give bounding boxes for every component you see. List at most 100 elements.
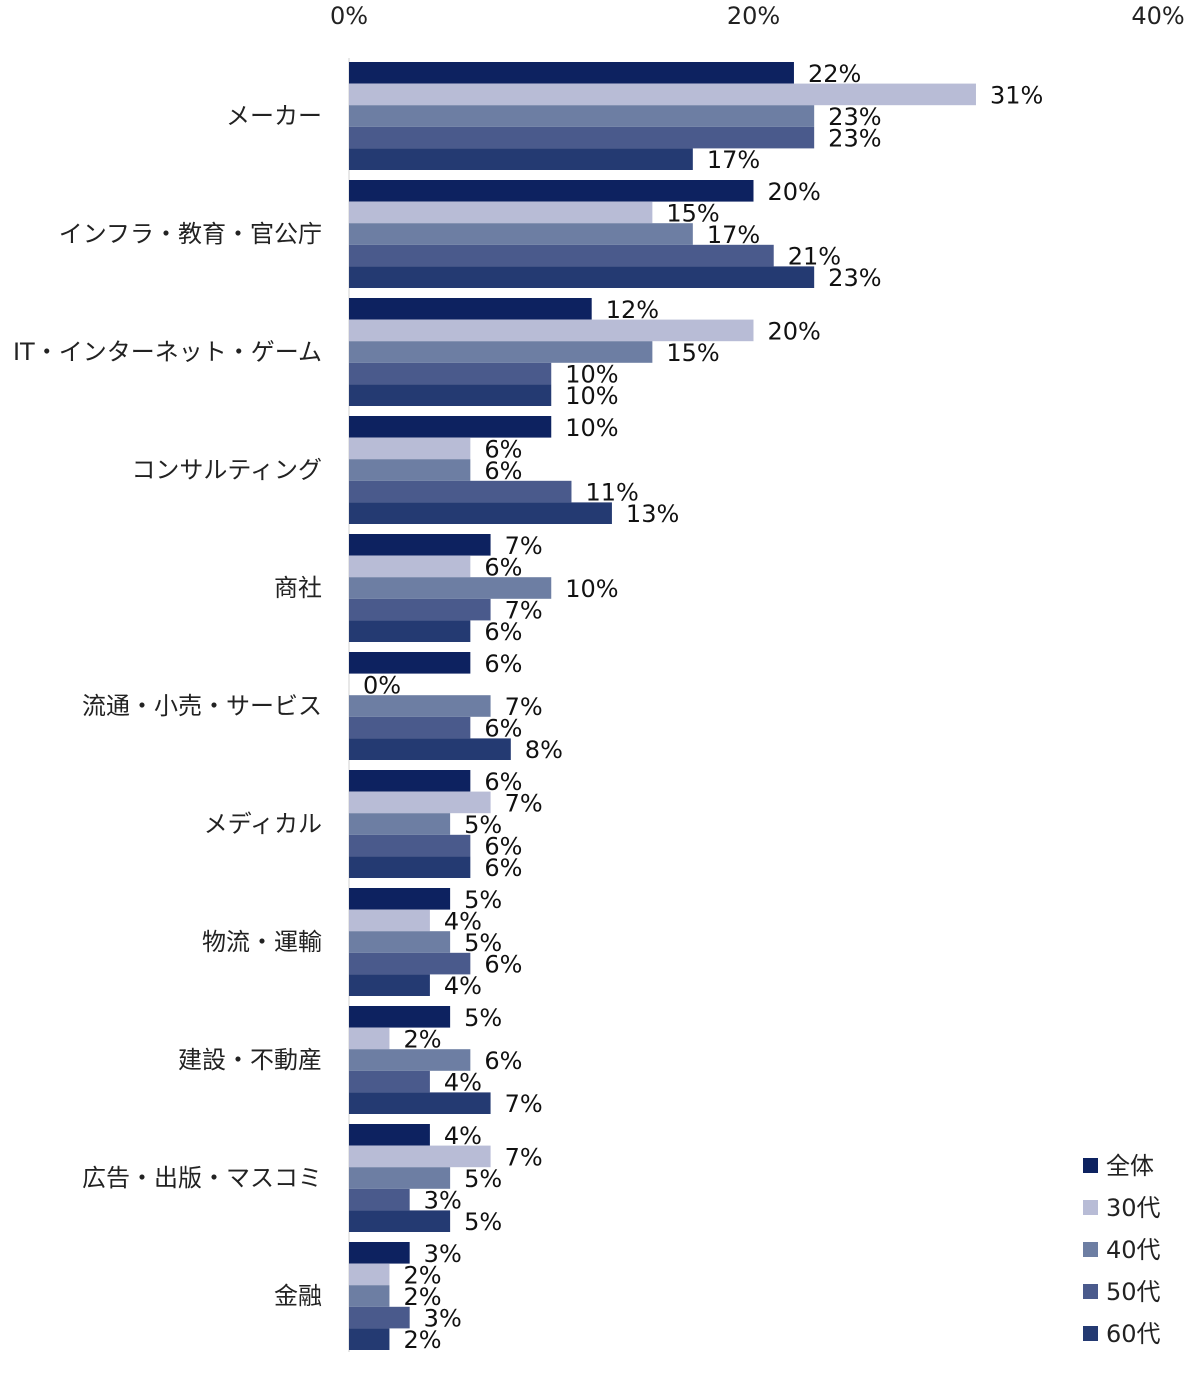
category-label: メーカー <box>226 102 322 130</box>
data-label: 6% <box>484 618 522 646</box>
data-label: 6% <box>484 854 522 882</box>
bar <box>349 1263 390 1286</box>
data-label: 6% <box>484 553 522 581</box>
data-label: 6% <box>484 715 522 743</box>
data-label: 2% <box>403 1283 441 1311</box>
legend-swatch <box>1083 1158 1098 1173</box>
x-tick-label: 20% <box>727 2 780 30</box>
data-label: 0% <box>363 671 401 699</box>
legend: 全体 30代 40代 50代 60代 <box>1083 1152 1161 1348</box>
bar <box>349 1167 451 1189</box>
data-label: 23% <box>828 264 881 292</box>
bar <box>349 502 612 524</box>
data-label: 3% <box>424 1187 462 1215</box>
data-label: 10% <box>565 361 618 389</box>
category-label: 商社 <box>274 574 322 602</box>
bar <box>349 201 653 224</box>
data-label: 7% <box>505 597 543 625</box>
category-label: 流通・小売・サービス <box>82 692 322 720</box>
bar <box>349 362 552 385</box>
data-label: 22% <box>808 60 861 88</box>
data-label: 23% <box>828 125 881 153</box>
data-label: 8% <box>525 736 563 764</box>
legend-swatch <box>1083 1242 1098 1257</box>
data-label: 7% <box>505 789 543 817</box>
bar <box>349 266 815 288</box>
bar <box>349 1070 430 1093</box>
bar <box>349 298 592 320</box>
bar <box>349 577 552 599</box>
data-label: 5% <box>464 1208 502 1236</box>
x-tick-label: 40% <box>1131 2 1184 30</box>
bar <box>349 952 471 975</box>
data-label: 4% <box>444 1122 482 1150</box>
data-label: 5% <box>464 1004 502 1032</box>
data-label: 4% <box>444 907 482 935</box>
bar <box>349 931 451 953</box>
bar <box>349 180 754 202</box>
bar <box>349 62 794 84</box>
bar <box>349 416 552 438</box>
bar <box>349 1027 390 1050</box>
bar <box>349 1285 390 1307</box>
data-label: 6% <box>484 768 522 796</box>
legend-label: 全体 <box>1106 1152 1154 1180</box>
bar <box>349 738 511 760</box>
data-label: 6% <box>484 435 522 463</box>
data-label: 2% <box>403 1261 441 1289</box>
legend-swatch <box>1083 1200 1098 1215</box>
bar <box>349 148 693 170</box>
data-label: 21% <box>788 243 841 271</box>
data-label: 11% <box>585 479 638 507</box>
bar <box>349 1145 491 1168</box>
data-label: 15% <box>666 199 719 227</box>
bar <box>349 534 491 556</box>
bar <box>349 695 491 717</box>
bar <box>349 555 471 578</box>
bar <box>349 770 471 792</box>
data-label: 6% <box>484 650 522 678</box>
bar <box>349 126 815 149</box>
bar <box>349 83 976 106</box>
bar <box>349 1210 451 1232</box>
category-label: 金融 <box>274 1282 322 1310</box>
bar <box>349 856 471 878</box>
data-label: 12% <box>606 296 659 324</box>
data-label: 13% <box>626 500 679 528</box>
bar <box>349 1092 491 1114</box>
bar <box>349 652 471 674</box>
bar <box>349 888 451 910</box>
data-label: 10% <box>565 414 618 442</box>
bar <box>349 1006 451 1028</box>
data-label: 5% <box>464 811 502 839</box>
data-label: 10% <box>565 382 618 410</box>
data-label: 5% <box>464 929 502 957</box>
data-label: 20% <box>768 178 821 206</box>
data-label: 5% <box>464 886 502 914</box>
data-label: 3% <box>424 1305 462 1333</box>
category-label: 物流・運輸 <box>202 928 322 956</box>
legend-swatch <box>1083 1326 1098 1341</box>
bar <box>349 620 471 642</box>
legend-label: 30代 <box>1106 1194 1161 1222</box>
bar <box>349 105 815 127</box>
data-label: 17% <box>707 146 760 174</box>
bar <box>349 341 653 363</box>
data-label: 17% <box>707 221 760 249</box>
bar <box>349 319 754 342</box>
legend-label: 40代 <box>1106 1236 1161 1264</box>
bar <box>349 480 572 503</box>
category-label: IT・インターネット・ゲーム <box>13 338 322 366</box>
bar-series <box>349 62 976 1350</box>
data-label: 7% <box>505 693 543 721</box>
data-label: 10% <box>565 575 618 603</box>
category-label: メディカル <box>204 810 322 838</box>
data-label: 5% <box>464 1165 502 1193</box>
legend-label: 60代 <box>1106 1320 1161 1348</box>
data-label: 6% <box>484 951 522 979</box>
data-label: 6% <box>484 457 522 485</box>
bar <box>349 1328 390 1350</box>
data-label: 4% <box>444 1069 482 1097</box>
